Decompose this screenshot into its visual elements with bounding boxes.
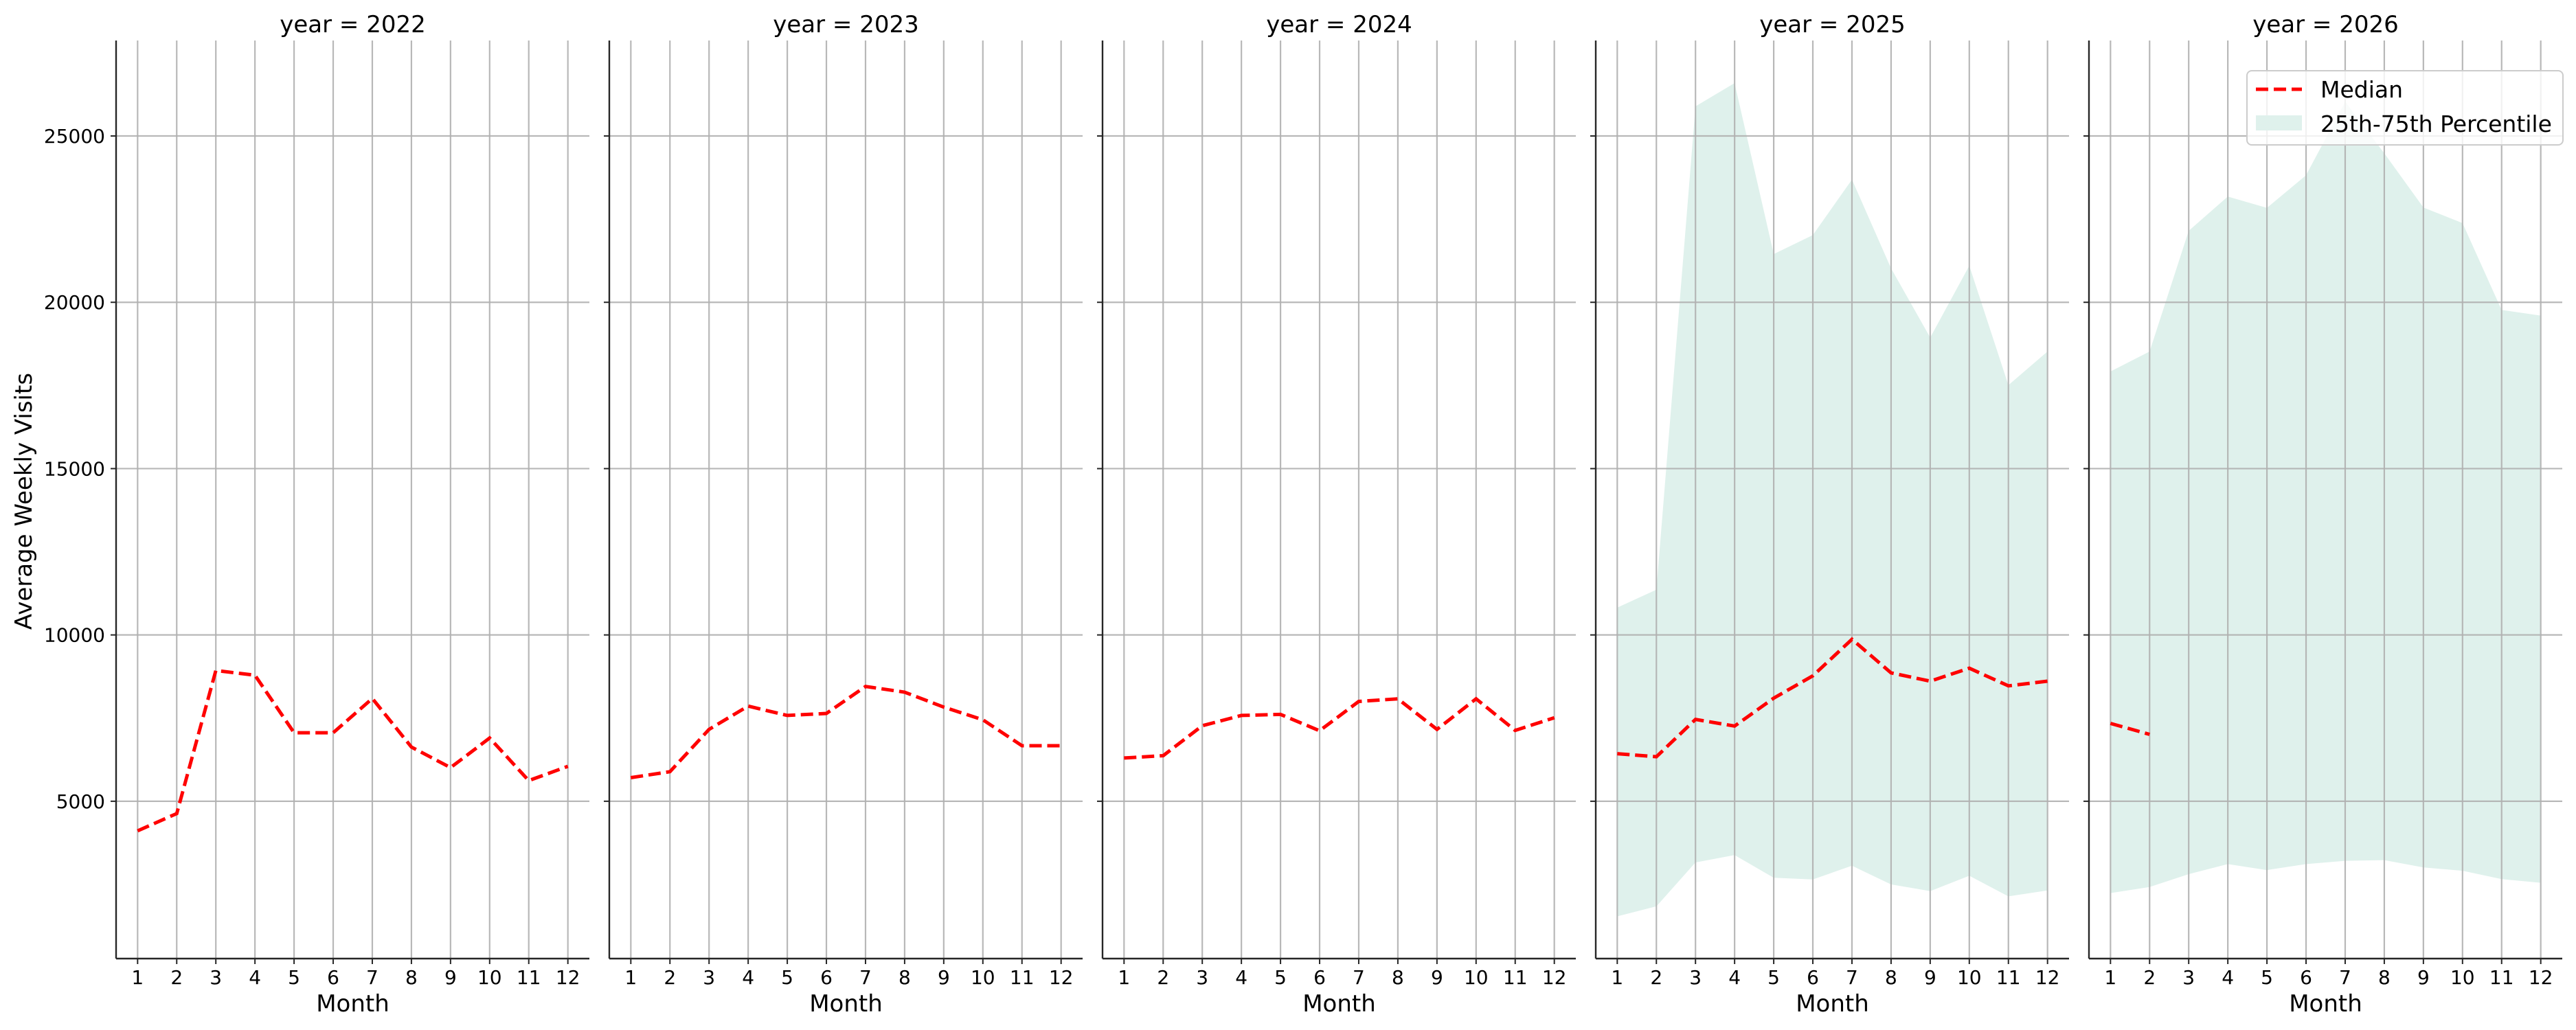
x-tick-label: 11 — [2489, 966, 2514, 989]
y-tick-label: 5000 — [56, 790, 105, 813]
x-tick-label: 4 — [1235, 966, 1247, 989]
panel-title: year = 2025 — [1759, 11, 1905, 38]
x-tick-label: 5 — [781, 966, 793, 989]
x-tick-label: 11 — [1503, 966, 1528, 989]
y-tick-label: 15000 — [44, 457, 105, 480]
x-tick-label: 10 — [477, 966, 502, 989]
legend-band-swatch-icon — [2256, 115, 2302, 130]
x-tick-label: 7 — [366, 966, 379, 989]
x-tick-label: 10 — [2450, 966, 2475, 989]
x-tick-label: 3 — [2182, 966, 2195, 989]
x-tick-label: 10 — [1464, 966, 1489, 989]
x-tick-label: 11 — [1010, 966, 1035, 989]
x-tick-label: 8 — [1392, 966, 1404, 989]
x-tick-label: 7 — [1846, 966, 1858, 989]
x-tick-label: 2 — [2143, 966, 2156, 989]
x-tick-label: 11 — [1996, 966, 2021, 989]
legend-frame — [2246, 70, 2564, 146]
x-tick-label: 10 — [971, 966, 995, 989]
x-tick-label: 7 — [2339, 966, 2351, 989]
x-tick-label: 5 — [2261, 966, 2273, 989]
x-tick-label: 9 — [1924, 966, 1936, 989]
y-tick-label: 10000 — [44, 624, 105, 647]
x-tick-label: 1 — [1118, 966, 1130, 989]
x-tick-label: 8 — [2378, 966, 2391, 989]
x-tick-label: 5 — [288, 966, 300, 989]
x-tick-label: 1 — [2104, 966, 2116, 989]
x-tick-label: 5 — [1767, 966, 1780, 989]
x-tick-label: 12 — [2529, 966, 2553, 989]
x-tick-label: 2 — [170, 966, 183, 989]
x-tick-label: 9 — [2417, 966, 2430, 989]
median-line — [137, 668, 569, 833]
x-tick-label: 10 — [1957, 966, 1982, 989]
x-tick-label: 3 — [1689, 966, 1702, 989]
median-line — [630, 685, 1061, 779]
x-tick-label: 4 — [1728, 966, 1741, 989]
x-tick-label: 6 — [327, 966, 339, 989]
median-line — [2110, 722, 2150, 736]
percentile-band-area — [1617, 83, 2048, 917]
x-tick-label: 4 — [2222, 966, 2234, 989]
y-tick-label: 25000 — [44, 125, 105, 148]
panel-title: year = 2026 — [2252, 11, 2398, 38]
x-tick-label: 3 — [1196, 966, 1208, 989]
x-tick-label: 2 — [1650, 966, 1662, 989]
x-axis-label: Month — [1796, 990, 1869, 1018]
percentile-band-area — [2110, 102, 2541, 893]
x-tick-label: 7 — [859, 966, 872, 989]
y-axis-label: Average Weekly Visits — [10, 373, 38, 630]
x-axis-label: Month — [1302, 990, 1376, 1018]
y-tick-label: 20000 — [44, 291, 105, 314]
x-tick-label: 2 — [1157, 966, 1169, 989]
x-tick-label: 1 — [624, 966, 637, 989]
x-axis-label: Month — [316, 990, 389, 1018]
x-axis-label: Month — [809, 990, 883, 1018]
x-tick-label: 6 — [2300, 966, 2312, 989]
x-tick-label: 6 — [1313, 966, 1326, 989]
x-tick-label: 12 — [556, 966, 580, 989]
x-tick-label: 3 — [703, 966, 715, 989]
x-tick-label: 6 — [1807, 966, 1819, 989]
x-tick-label: 12 — [2035, 966, 2060, 989]
x-axis-label: Month — [2289, 990, 2362, 1018]
legend-median-label: Median — [2320, 76, 2403, 103]
x-tick-label: 3 — [210, 966, 222, 989]
x-tick-label: 1 — [131, 966, 144, 989]
x-tick-label: 12 — [1542, 966, 1567, 989]
x-tick-label: 8 — [899, 966, 911, 989]
x-tick-label: 9 — [444, 966, 457, 989]
panel-title: year = 2023 — [773, 11, 918, 38]
x-tick-label: 6 — [820, 966, 833, 989]
x-tick-label: 9 — [1431, 966, 1443, 989]
x-tick-label: 12 — [1049, 966, 1074, 989]
legend: Median 25th-75th Percentile — [2246, 70, 2564, 146]
panel-title: year = 2022 — [280, 11, 425, 38]
median-line — [1617, 637, 2048, 759]
x-tick-label: 7 — [1353, 966, 1365, 989]
x-tick-label: 4 — [742, 966, 754, 989]
x-tick-label: 4 — [249, 966, 261, 989]
x-tick-label: 8 — [1885, 966, 1897, 989]
x-tick-label: 8 — [405, 966, 418, 989]
x-tick-label: 5 — [1274, 966, 1287, 989]
x-tick-label: 11 — [517, 966, 541, 989]
x-tick-label: 9 — [938, 966, 950, 989]
legend-band-label: 25th-75th Percentile — [2320, 111, 2552, 137]
x-tick-label: 1 — [1611, 966, 1623, 989]
panel-title: year = 2024 — [1266, 11, 1412, 38]
x-tick-label: 2 — [664, 966, 676, 989]
median-line — [1124, 696, 1555, 760]
